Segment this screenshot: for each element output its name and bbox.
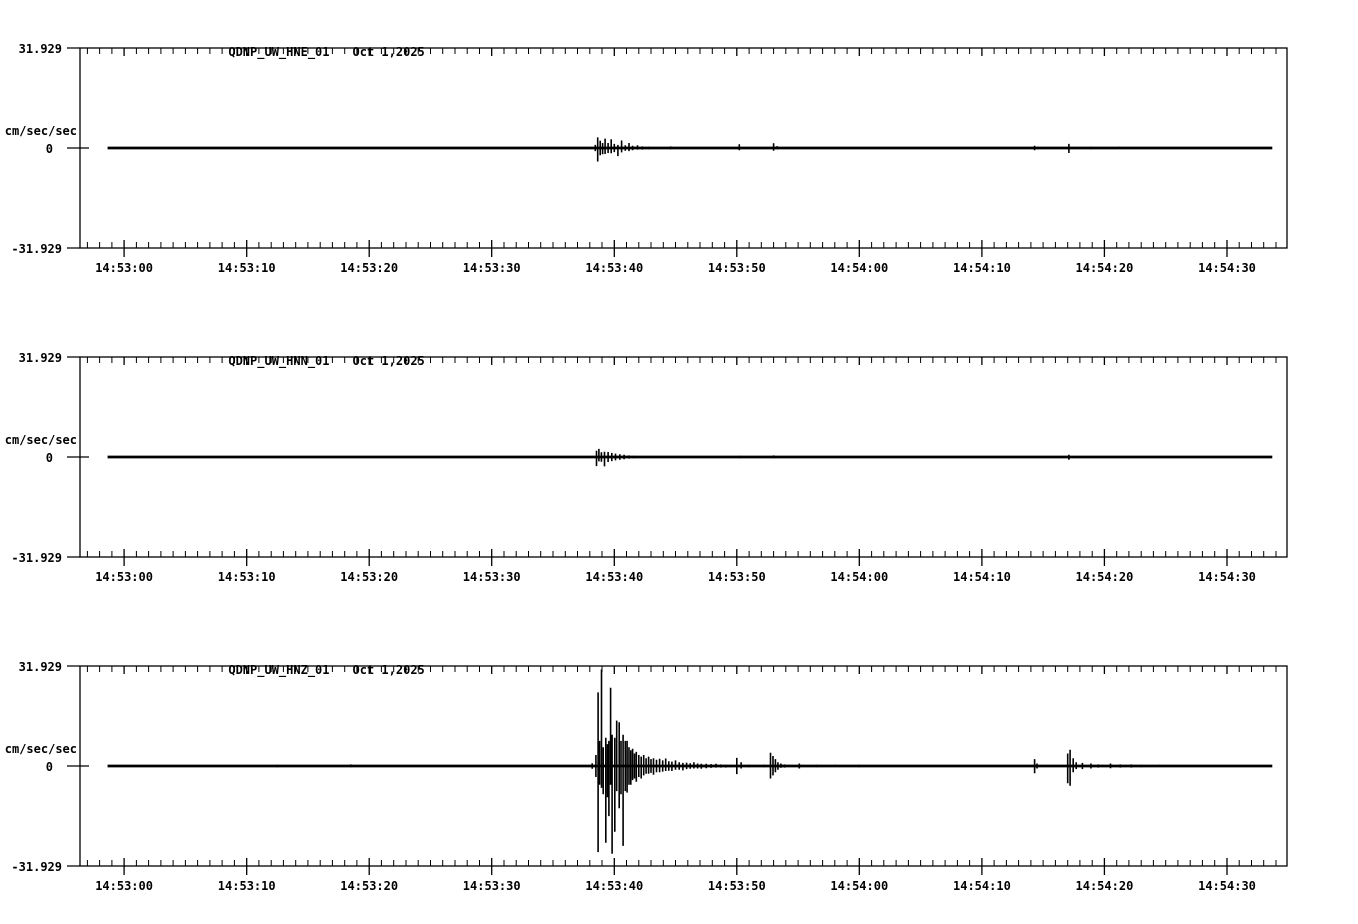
y-axis-max-label: 31.929: [18, 351, 62, 365]
waveform-spikes: [490, 137, 1120, 162]
seismogram-panel-hnz: QDNP_UW_HNZ_01 Oct 1,2025 31.929 cm/sec/s…: [0, 646, 1358, 908]
x-tick-label: 14:53:10: [218, 570, 276, 584]
y-axis-max-label: 31.929: [18, 660, 62, 674]
x-tick-label: 14:53:50: [708, 879, 766, 893]
x-tick-label: 14:53:00: [95, 879, 153, 893]
seismogram-panel-hnn: QDNP_UW_HNN_01 Oct 1,2025 31.929 cm/sec/s…: [0, 337, 1358, 599]
x-tick-label: 14:53:20: [340, 570, 398, 584]
amplitude-ticks: [67, 47, 89, 249]
x-tick-label: 14:54:30: [1198, 261, 1256, 275]
x-tick-label: 14:53:40: [585, 879, 643, 893]
y-axis-units-label: cm/sec/sec: [4, 742, 77, 756]
x-tick-label: 14:54:20: [1076, 570, 1134, 584]
x-tick-label: 14:53:30: [463, 261, 521, 275]
x-tick-label: 14:53:00: [95, 570, 153, 584]
seismogram-panel-hne: QDNP_UW_HNE_01 Oct 1,2025 31.929 cm/sec/s…: [0, 28, 1358, 290]
x-tick-label: 14:53:20: [340, 261, 398, 275]
x-tick-label: 14:53:50: [708, 570, 766, 584]
x-tick-label: 14:54:00: [830, 879, 888, 893]
x-tick-label: 14:53:30: [463, 570, 521, 584]
x-tick-label: 14:53:10: [218, 879, 276, 893]
x-tick-label: 14:54:10: [953, 261, 1011, 275]
x-tick-label: 14:54:20: [1076, 261, 1134, 275]
minor-time-ticks: [86, 48, 1277, 248]
minor-time-ticks: [86, 357, 1277, 557]
waveform-plot-hnz: 14:53:00 14:53:10 14:53:20 14:53:30 14:53:40…: [67, 665, 1288, 893]
x-tick-label: 14:54:10: [953, 879, 1011, 893]
y-axis-min-label: -31.929: [11, 860, 62, 874]
minor-time-ticks: [86, 666, 1277, 866]
x-tick-label: 14:54:20: [1076, 879, 1134, 893]
y-axis-units-label: cm/sec/sec: [4, 433, 77, 447]
y-axis-min-label: -31.929: [11, 551, 62, 565]
x-tick-label: 14:54:10: [953, 570, 1011, 584]
waveform-spikes: [595, 448, 1120, 467]
y-axis-max-label: 31.929: [18, 42, 62, 56]
x-tick-label: 14:53:50: [708, 261, 766, 275]
x-tick-label: 14:54:00: [830, 570, 888, 584]
amplitude-ticks: [67, 665, 89, 867]
y-axis-min-label: -31.929: [11, 242, 62, 256]
x-tick-label: 14:53:40: [585, 261, 643, 275]
major-time-ticks: [123, 357, 1228, 566]
x-tick-label: 14:53:40: [585, 570, 643, 584]
amplitude-ticks: [67, 356, 89, 558]
waveform-plot-hnn: 14:53:00 14:53:10 14:53:20 14:53:30 14:53:40…: [67, 356, 1288, 584]
x-tick-label: 14:54:30: [1198, 570, 1256, 584]
x-tick-label: 14:53:00: [95, 261, 153, 275]
waveform-plot-hne: 14:53:00 14:53:10 14:53:20 14:53:30 14:53:40…: [67, 47, 1288, 275]
x-tick-label: 14:53:20: [340, 879, 398, 893]
waveform-spikes: [276, 669, 1234, 854]
major-time-ticks: [123, 666, 1228, 875]
x-tick-label: 14:54:00: [830, 261, 888, 275]
x-tick-label: 14:54:30: [1198, 879, 1256, 893]
x-tick-label: 14:53:10: [218, 261, 276, 275]
y-axis-zero-label: 0: [45, 142, 53, 156]
y-axis-zero-label: 0: [45, 451, 53, 465]
y-axis-units-label: cm/sec/sec: [4, 124, 77, 138]
major-time-ticks: [123, 48, 1228, 257]
x-tick-label: 14:53:30: [463, 879, 521, 893]
y-axis-zero-label: 0: [45, 760, 53, 774]
